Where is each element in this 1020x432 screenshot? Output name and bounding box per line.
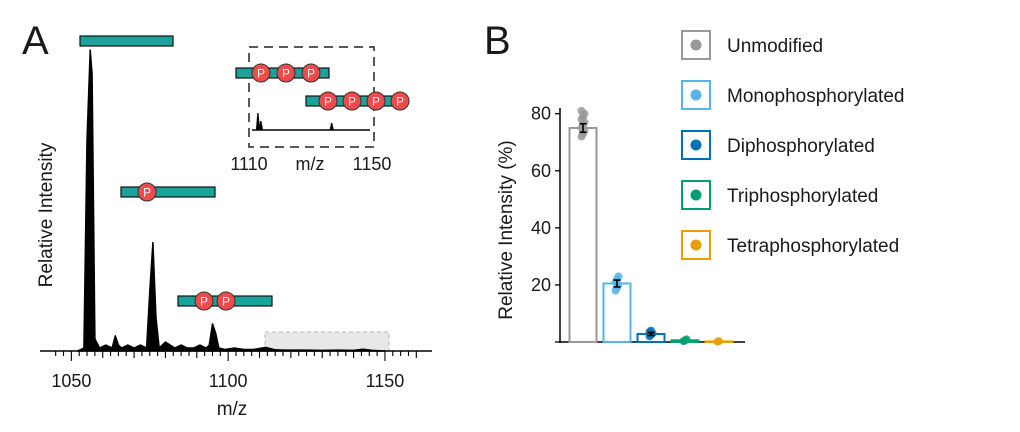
bar-unmodified	[568, 126, 598, 343]
phospho-circle-icon	[137, 182, 157, 202]
legend-item-triphosphorylated: Triphosphorylated	[681, 180, 878, 210]
bar-y-tick-label: 40	[531, 218, 551, 238]
ms-x-tick-label: 1150	[366, 371, 405, 391]
ms-y-axis-title: Relative Intensity	[36, 142, 57, 287]
monophospho-peptide-glyph: P	[120, 182, 216, 202]
unmodified-peptide-glyph	[79, 35, 174, 47]
inset-peak	[329, 123, 334, 130]
inset-peak	[258, 121, 264, 130]
inset-peak	[255, 113, 261, 130]
legend-swatch	[681, 80, 711, 110]
bar-y-tick-label: 20	[531, 275, 551, 295]
legend-item-diphosphorylated: Diphosphorylated	[681, 130, 875, 160]
legend-label: Unmodified	[727, 36, 823, 57]
inset-x-tick-label: 1150	[353, 154, 392, 174]
phospho-label: P	[324, 95, 332, 109]
legend-item-monophosphorylated: Monophosphorylated	[681, 80, 904, 110]
legend-item-tetraphosphorylated: Tetraphosphorylated	[681, 230, 899, 260]
phospho-label: P	[257, 67, 265, 81]
phospho-label: P	[222, 295, 230, 309]
phospho-circle-icon	[366, 91, 386, 111]
legend-dot-icon	[690, 89, 702, 101]
bar-chart-panel: Relative Intensity (%) 20 40 60 80 Unmodifi…	[496, 30, 904, 346]
legend: Unmodified Monophosphorylated Diphosphoryl…	[681, 30, 904, 260]
legend-label: Tetraphosphorylated	[727, 236, 899, 257]
ms-x-tick-label: 1050	[51, 371, 91, 391]
ms-x-tick-label: 1100	[209, 371, 248, 391]
legend-label: Diphosphorylated	[727, 136, 875, 157]
phospho-label: P	[282, 67, 290, 81]
inset-box	[248, 46, 375, 148]
peptide-bar	[120, 186, 216, 198]
replicate-point	[614, 272, 623, 281]
phospho-label: P	[372, 95, 380, 109]
phospho-label: P	[143, 186, 151, 200]
zoom-region-shade	[264, 331, 390, 352]
replicate-point	[577, 106, 586, 115]
legend-dot-icon	[690, 139, 702, 151]
bar-y-axis-title: Relative Intensity (%)	[496, 140, 517, 320]
legend-item-unmodified: Unmodified	[681, 30, 823, 60]
legend-swatch	[681, 30, 711, 60]
legend-dot-icon	[690, 239, 702, 251]
legend-label: Monophosphorylated	[727, 86, 904, 107]
phospho-label: P	[200, 295, 208, 309]
phospho-label: P	[307, 67, 315, 81]
phospho-circle-icon	[216, 291, 236, 311]
bar-y-tick-label: 80	[531, 104, 551, 124]
mass-spectrum-panel: Relative Intensity m/z 1110 m/z 1150 105…	[36, 35, 432, 420]
panel-b-letter: B	[484, 19, 511, 63]
panel-a-letter: A	[22, 19, 49, 63]
phospho-label: P	[348, 95, 356, 109]
inset-x-axis-title: m/z	[296, 154, 325, 174]
legend-dot-icon	[690, 189, 702, 201]
peptide-bar	[79, 35, 174, 47]
phospho-circle-icon	[276, 63, 296, 83]
legend-dot-icon	[690, 39, 702, 51]
inset-x-tick-label: 1110	[230, 154, 267, 174]
bar-y-tick-label: 60	[531, 161, 551, 181]
replicate-point	[682, 335, 691, 344]
phospho-circle-icon	[342, 91, 362, 111]
ms-x-axis-title: m/z	[217, 399, 248, 420]
replicate-point	[715, 337, 723, 346]
phospho-circle-icon	[251, 63, 271, 83]
spectrum-trace	[76, 49, 386, 352]
phospho-circle-icon	[390, 91, 410, 111]
phospho-circle-icon	[318, 91, 338, 111]
legend-label: Triphosphorylated	[727, 186, 878, 207]
phospho-circle-icon	[194, 291, 214, 311]
phospho-circle-icon	[301, 63, 321, 83]
phospho-label: P	[396, 95, 404, 109]
